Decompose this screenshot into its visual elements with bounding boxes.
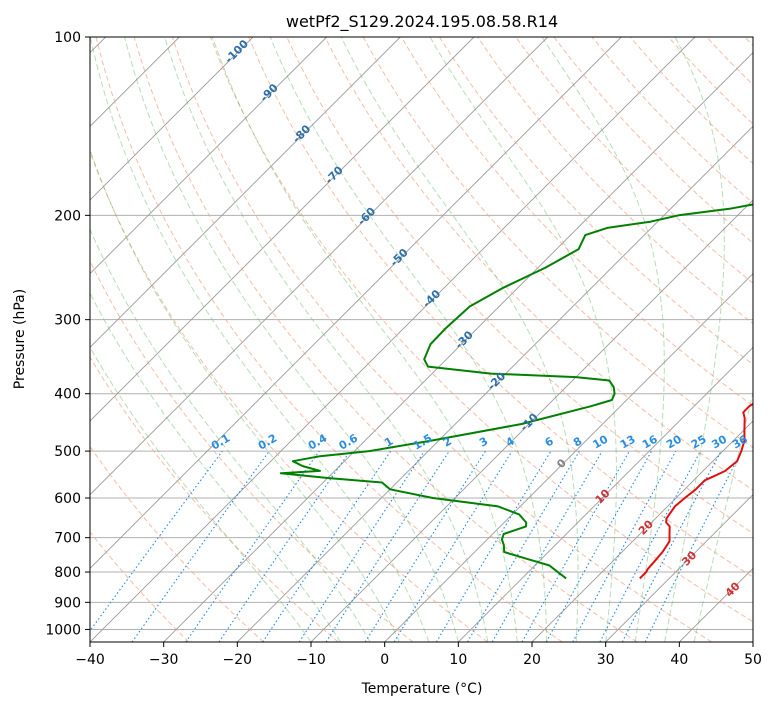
moist-adiabat-line — [90, 37, 430, 642]
x-tick-label: −20 — [223, 652, 253, 668]
isotherm-line — [90, 37, 622, 569]
plot-frame — [89, 36, 754, 643]
moist-adiabat-line — [90, 228, 371, 642]
moist-adiabat-line — [429, 37, 617, 642]
dry-adiabat-line — [210, 37, 753, 623]
axis-ticks: −40 −30 −20 −10 0 10 20 30 40 50 100 200 300 400 500 60… — [45, 30, 762, 668]
y-tick-label: 900 — [54, 595, 81, 611]
dry-adiabat-line — [324, 37, 753, 491]
dry-adiabat-line — [90, 531, 190, 642]
dry-adiabat-line — [438, 37, 753, 366]
dry-adiabat-line — [171, 37, 712, 642]
dry-adiabat-line — [248, 37, 753, 578]
mixing-ratio-line — [644, 450, 743, 642]
x-tick-label: 10 — [449, 652, 467, 668]
moist-adiabat-line — [90, 148, 400, 642]
x-tick-label: 0 — [380, 652, 389, 668]
y-tick-label: 400 — [54, 387, 81, 403]
x-tick-label: 30 — [597, 652, 615, 668]
dry-adiabat-line — [515, 37, 753, 284]
dewpoint-profile-line — [279, 203, 753, 580]
y-tick-label: 700 — [54, 531, 81, 547]
x-tick-label: 20 — [523, 652, 541, 668]
y-tick-label: 100 — [54, 30, 81, 46]
mixing-ratio-line — [131, 450, 270, 642]
mixing-ratio-line — [218, 450, 351, 642]
mixing-ratio-line — [325, 450, 450, 642]
dry-adiabat-line — [90, 445, 264, 642]
x-tick-label: 50 — [744, 652, 762, 668]
mixing-ratio-line — [572, 450, 677, 642]
y-tick-label: 500 — [54, 444, 81, 460]
chart-title: wetPf2_S129.2024.195.08.58.R14 — [286, 12, 558, 32]
isotherm-line — [90, 37, 254, 201]
mixing-ratio-line — [90, 450, 223, 632]
isotherm-line — [384, 273, 753, 642]
y-tick-label: 200 — [54, 208, 81, 224]
x-tick-label: −30 — [149, 652, 179, 668]
dry-adiabat-line — [133, 37, 638, 642]
moist-adiabat-line — [124, 37, 459, 642]
dry-adiabat-line — [90, 259, 414, 642]
y-tick-label: 300 — [54, 313, 81, 329]
moist-adiabat-line — [90, 346, 312, 642]
y-tick-label: 800 — [54, 565, 81, 581]
isotherm-line — [605, 494, 753, 642]
x-tick-label: −40 — [75, 652, 105, 668]
mixing-ratio-line — [545, 450, 653, 642]
dry-adiabat-line — [95, 37, 563, 642]
series-group — [279, 203, 753, 580]
isotherm-line — [90, 37, 548, 496]
moist-adiabat-line — [541, 37, 665, 642]
moist-adiabat-line — [164, 37, 489, 642]
x-axis-label: Temperature (°C) — [361, 681, 483, 697]
isotherm-line — [237, 125, 753, 642]
isotherm-line — [90, 37, 696, 642]
mixing-ratio-line — [185, 450, 320, 642]
dry-adiabat-line — [90, 150, 488, 642]
isotherm-line — [90, 37, 475, 422]
isotherm-line — [90, 37, 401, 348]
mixing-ratio-line — [262, 450, 392, 642]
moist-adiabat-line — [211, 37, 518, 642]
y-tick-label: 1000 — [45, 622, 81, 638]
isotherm-line — [163, 52, 753, 642]
dry-adiabat-line — [90, 356, 339, 642]
isotherm-line — [90, 37, 327, 275]
x-tick-label: −10 — [296, 652, 326, 668]
moist-adiabat-line — [340, 37, 579, 642]
mixing-ratio-line — [521, 450, 630, 642]
dry-adiabat-line — [400, 37, 753, 407]
isotherm-line — [458, 346, 753, 642]
temperature-profile-line — [639, 402, 753, 580]
y-tick-label: 600 — [54, 491, 81, 507]
isotherm-line — [531, 420, 753, 642]
x-tick-label: 40 — [670, 652, 688, 668]
mixing-ratio-line — [298, 450, 425, 642]
y-axis-label: Pressure (hPa) — [12, 289, 28, 389]
background-reference-lines — [90, 37, 753, 642]
mixing-ratio-line — [393, 450, 513, 642]
moist-adiabat-line — [664, 37, 725, 642]
